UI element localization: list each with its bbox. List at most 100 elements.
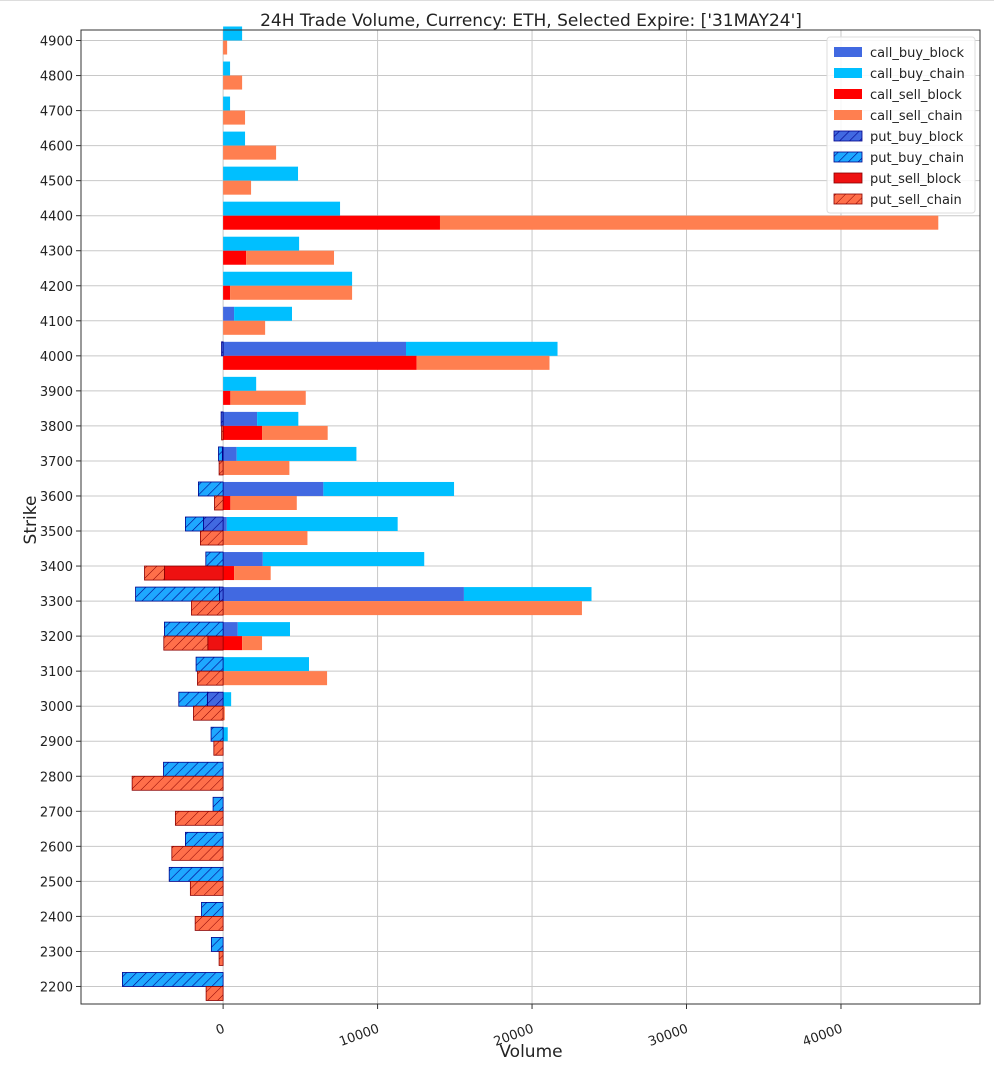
bar-hatch-put_buy_chain <box>211 937 224 952</box>
bar-call_sell_chain <box>223 531 308 546</box>
y-tick-label: 2500 <box>40 875 73 890</box>
bar-call_buy_block <box>223 306 235 321</box>
legend-label-put_sell_chain: put_sell_chain <box>870 193 962 208</box>
y-tick-label: 2600 <box>40 840 73 855</box>
bar-call_buy_block <box>223 341 406 356</box>
bar-hatch-put_sell_chain <box>171 846 224 861</box>
bar-call_buy_chain <box>237 622 290 637</box>
legend-hatch-put_buy_chain <box>834 152 862 162</box>
bar-put_sell_block <box>207 635 224 651</box>
bar-hatch-put_sell_chain <box>197 671 224 686</box>
y-tick-label: 3500 <box>40 525 73 540</box>
bar-call_buy_block <box>223 411 258 426</box>
bar-hatch-put_sell_chain <box>190 881 224 896</box>
bar-put_sell_block <box>164 565 224 581</box>
bar-call_sell_chain <box>223 320 266 335</box>
legend-label-call_buy_block: call_buy_block <box>870 46 964 61</box>
bar-hatch-put_buy_chain <box>213 797 224 812</box>
y-tick-label: 4500 <box>40 175 73 190</box>
bar-hatch-put_buy_chain <box>218 446 223 461</box>
bar-hatch-put_buy_chain <box>185 517 204 532</box>
bar-hatch-put_buy_block <box>221 341 224 356</box>
bar-call_buy_chain <box>262 552 425 567</box>
bar-call_buy_chain <box>223 61 231 76</box>
y-tick-label: 4600 <box>40 140 73 155</box>
y-tick-label: 4200 <box>40 280 73 295</box>
bar-hatch-put_buy_chain <box>185 832 224 847</box>
bar-hatch-put_sell_chain <box>191 601 224 616</box>
bar-call_sell_chain <box>234 566 271 581</box>
bar-hatch-put_sell_chain <box>144 566 165 581</box>
bar-call_sell_block <box>223 425 263 440</box>
bar-hatch-put_sell_chain <box>132 776 224 791</box>
y-tick-label: 4300 <box>40 245 73 260</box>
legend-label-put_buy_chain: put_buy_chain <box>870 151 964 166</box>
x-tick-label: 30000 <box>646 1022 690 1050</box>
y-tick-label: 2700 <box>40 805 73 820</box>
bar-hatch-put_buy_chain <box>135 587 220 602</box>
bar-call_sell_block <box>223 250 247 265</box>
bar-call_sell_chain <box>223 75 243 90</box>
bar-hatch-put_buy_block <box>203 517 224 532</box>
legend-hatch-put_sell_chain <box>834 194 862 204</box>
chart-title: 24H Trade Volume, Currency: ETH, Selecte… <box>260 11 802 31</box>
bar-hatch-put_sell_chain <box>219 951 224 966</box>
y-tick-label: 2200 <box>40 980 73 995</box>
legend-box <box>826 36 976 214</box>
bar-call_buy_chain <box>223 692 232 707</box>
bar-hatch-put_buy_chain <box>163 762 224 777</box>
legend-label-put_sell_block: put_sell_block <box>870 172 962 187</box>
bar-hatch-put_sell_chain <box>206 986 224 1001</box>
legend-hatch-put_buy_block <box>834 131 862 141</box>
bar-call_buy_chain <box>223 96 231 111</box>
bar-call_sell_chain <box>262 425 328 440</box>
bar-call_sell_block <box>223 636 243 651</box>
bar-call_buy_chain <box>463 587 592 602</box>
y-tick-label: 4800 <box>40 70 73 85</box>
bar-call_sell_chain <box>223 706 225 721</box>
y-tick-label: 3400 <box>40 560 73 575</box>
x-axis-label: Volume <box>499 1042 562 1062</box>
legend-label-call_sell_block: call_sell_block <box>870 88 962 103</box>
legend-swatch-call_buy_chain <box>834 68 862 78</box>
bar-call_buy_chain <box>223 271 353 286</box>
y-tick-label: 4700 <box>40 105 73 120</box>
legend-label-call_sell_chain: call_sell_chain <box>870 109 963 124</box>
y-tick-label: 4400 <box>40 210 73 225</box>
bar-call_sell_chain <box>242 636 263 651</box>
bar-call_buy_chain <box>223 166 299 181</box>
top-border <box>0 0 994 1</box>
bar-hatch-put_buy_block <box>219 587 224 602</box>
bar-call_buy_chain <box>223 236 300 251</box>
bar-hatch-put_buy_chain <box>196 657 224 672</box>
bar-call_sell_chain <box>223 110 246 125</box>
bar-call_sell_block <box>223 285 231 300</box>
bar-call_buy_chain <box>236 446 357 461</box>
bar-hatch-put_sell_chain <box>219 460 224 475</box>
legend-label-put_buy_block: put_buy_block <box>870 130 964 145</box>
bar-call_buy_chain <box>223 657 309 672</box>
legend-swatch-call_sell_block <box>834 89 862 99</box>
bar-call_sell_chain <box>223 180 252 195</box>
y-tick-label: 3300 <box>40 595 73 610</box>
y-tick-label: 2300 <box>40 945 73 960</box>
bar-call_buy_chain <box>226 517 398 532</box>
bar-hatch-put_sell_chain <box>214 495 224 510</box>
y-tick-label: 2900 <box>40 735 73 750</box>
bar-call_sell_block <box>223 566 235 581</box>
bar-call_sell_chain <box>223 40 228 55</box>
bar-call_sell_block <box>223 215 440 230</box>
y-tick-label: 2400 <box>40 910 73 925</box>
bar-call_buy_block <box>223 517 227 532</box>
y-axis-label: Strike <box>21 496 41 545</box>
bar-call_buy_block <box>223 481 324 496</box>
bar-hatch-put_sell_chain <box>200 531 224 546</box>
bar-hatch-put_buy_chain <box>198 481 224 496</box>
bar-call_sell_chain <box>416 355 550 370</box>
bar-call_sell_block <box>223 355 417 370</box>
bar-hatch-put_buy_block <box>207 692 224 707</box>
bar-call_buy_chain <box>223 727 228 742</box>
bar-call_sell_chain <box>230 285 353 300</box>
bar-hatch-put_sell_chain <box>193 706 224 721</box>
